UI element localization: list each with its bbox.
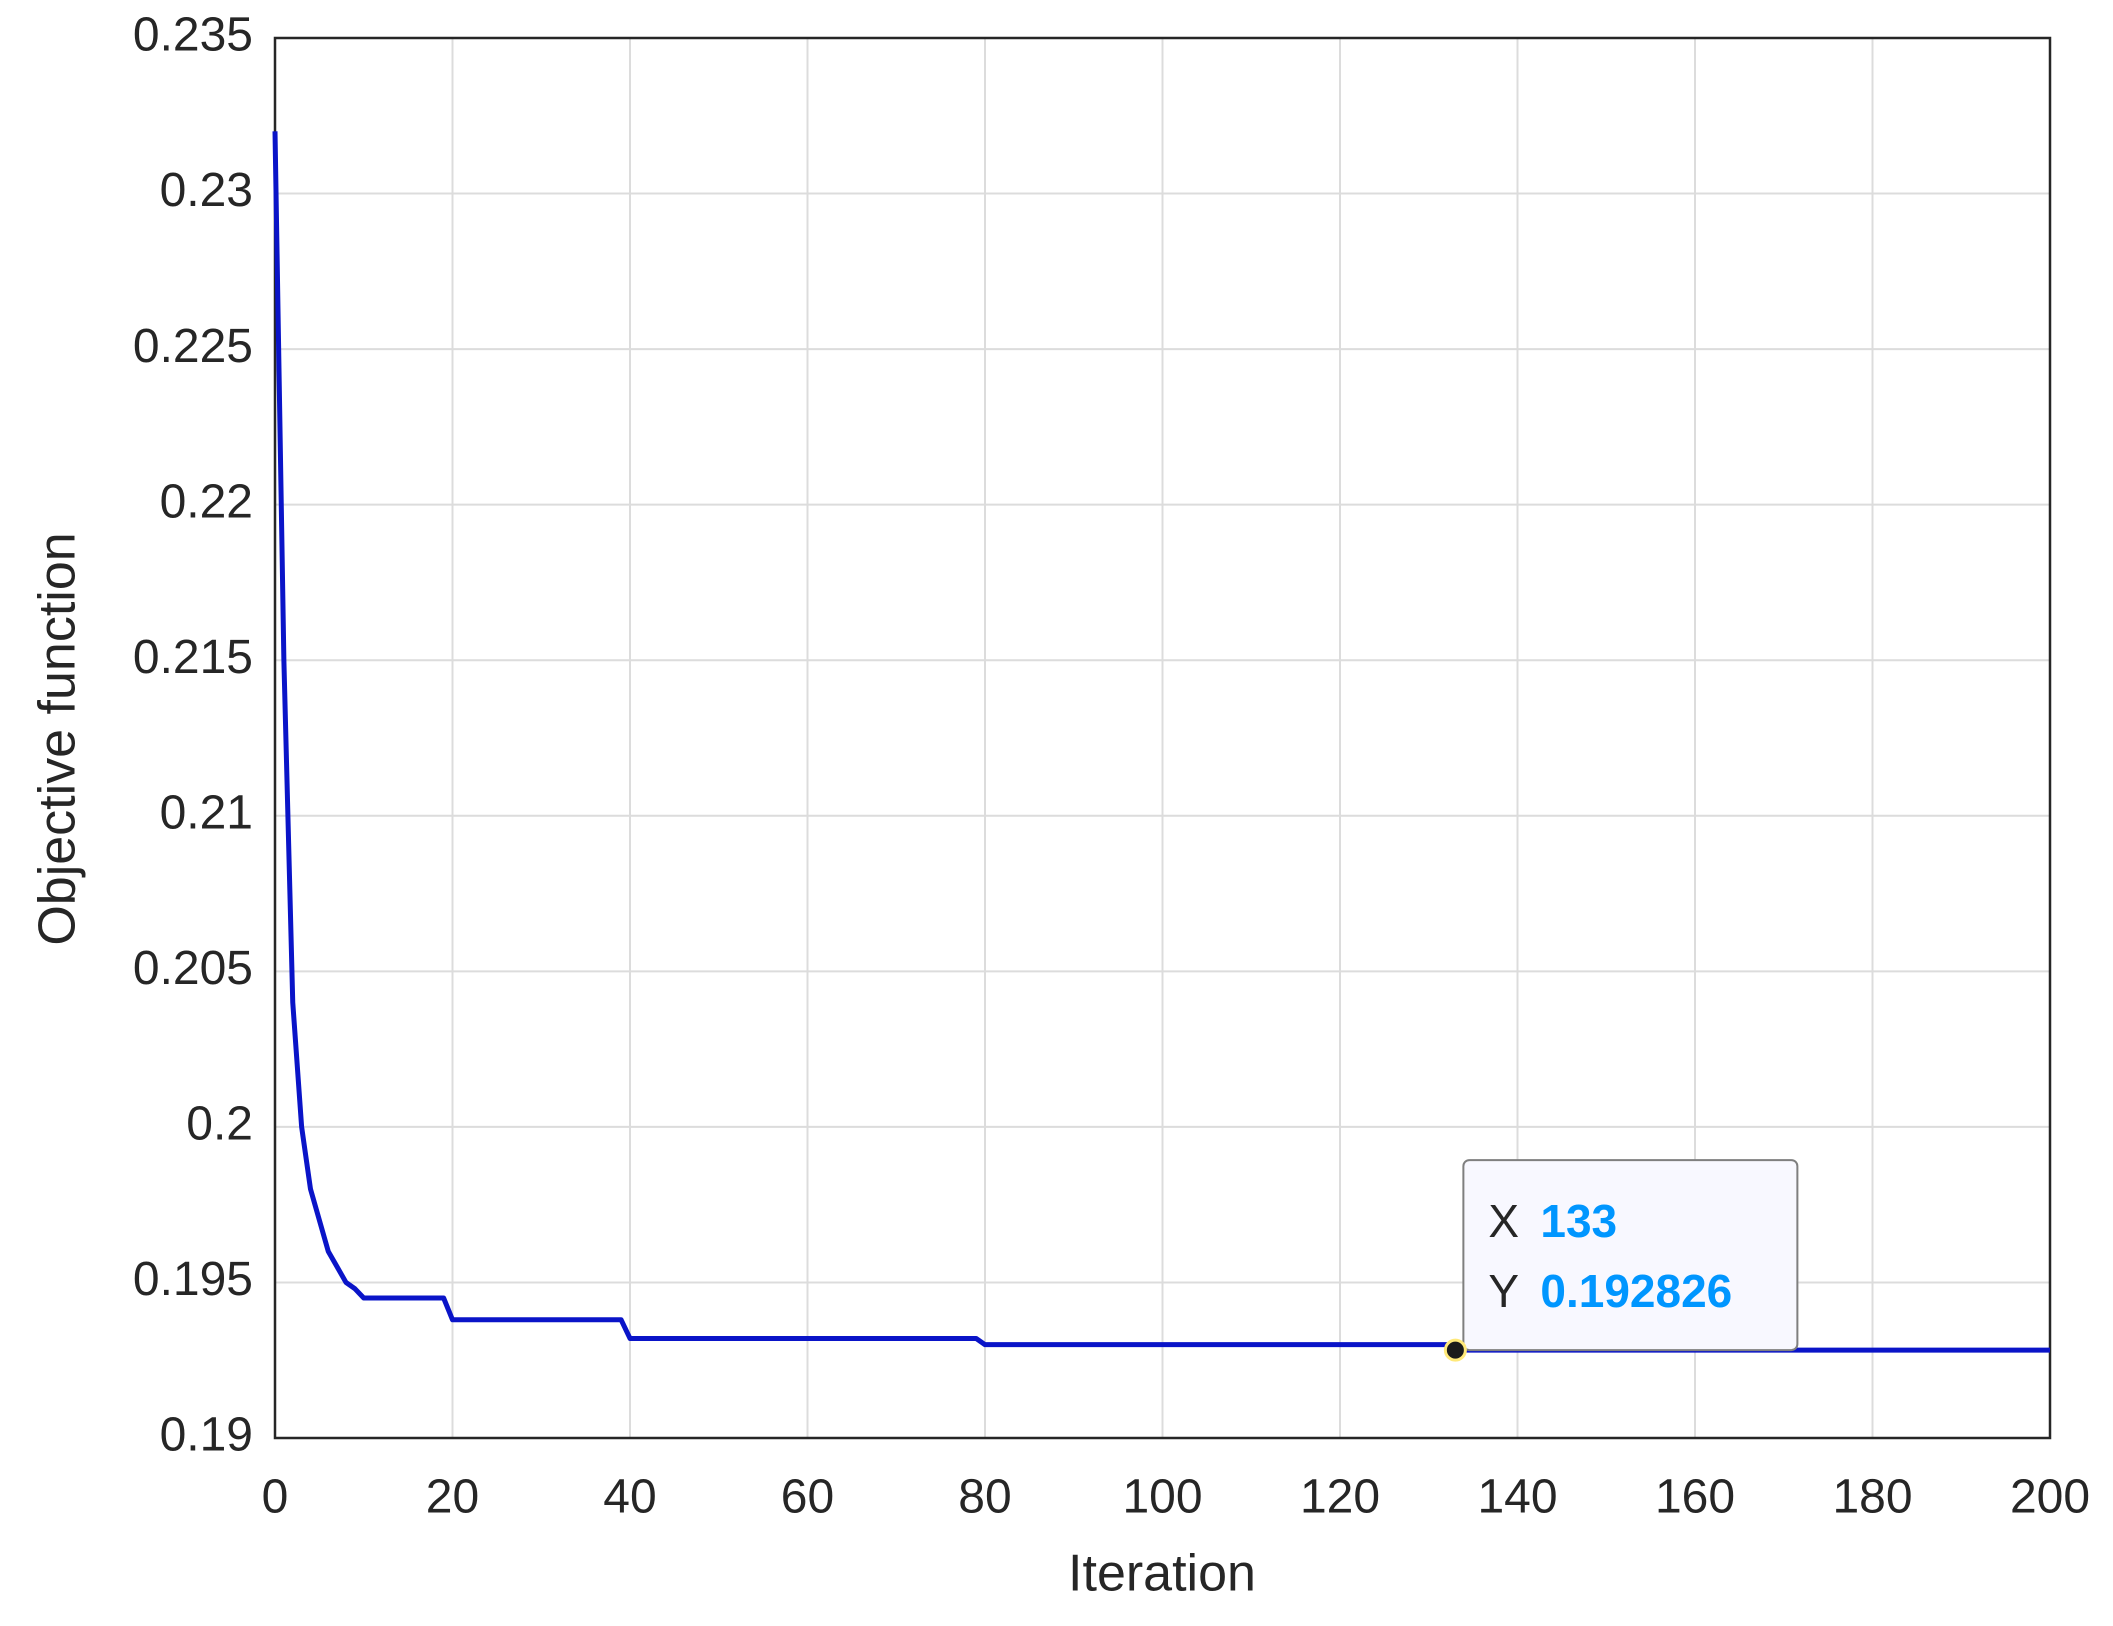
axes-box	[273, 36, 2052, 1440]
datatip-y-label: Y	[1488, 1265, 1519, 1317]
datatip-marker	[1443, 1338, 1467, 1362]
datatip-x-label: X	[1488, 1195, 1519, 1247]
x-tick-label: 80	[958, 1471, 1011, 1524]
x-tick-label: 180	[1832, 1471, 1912, 1524]
data-line	[272, 131, 2050, 1353]
x-tick-label: 100	[1122, 1471, 1202, 1524]
y-tick-label: 0.195	[133, 1253, 253, 1306]
y-axis-label: Objective function	[29, 532, 87, 945]
x-tick-label: 20	[426, 1471, 479, 1524]
y-tick-label: 0.22	[160, 475, 253, 528]
y-tick-label: 0.21	[160, 786, 253, 839]
x-tick-label: 140	[1477, 1471, 1557, 1524]
x-tick-label: 120	[1300, 1471, 1380, 1524]
y-tick-label: 0.215	[133, 631, 253, 684]
x-axis-label: Iteration	[1068, 1545, 1256, 1603]
x-tick-label: 160	[1655, 1471, 1735, 1524]
y-tick-label: 0.19	[160, 1409, 253, 1462]
y-tick-label: 0.235	[133, 9, 253, 62]
y-tick-label: 0.205	[133, 942, 253, 995]
x-tick-label: 40	[603, 1471, 656, 1524]
datatip-x-value: 133	[1540, 1195, 1617, 1247]
y-tick-label: 0.23	[160, 164, 253, 217]
y-tick-label: 0.225	[133, 320, 253, 373]
datatip-box	[1462, 1159, 1799, 1352]
x-tick-label: 0	[262, 1471, 289, 1524]
datatip-y-value: 0.192826	[1540, 1265, 1732, 1317]
y-tick-label: 0.2	[186, 1098, 253, 1151]
x-tick-label: 60	[781, 1471, 834, 1524]
x-tick-label: 200	[2010, 1471, 2090, 1524]
